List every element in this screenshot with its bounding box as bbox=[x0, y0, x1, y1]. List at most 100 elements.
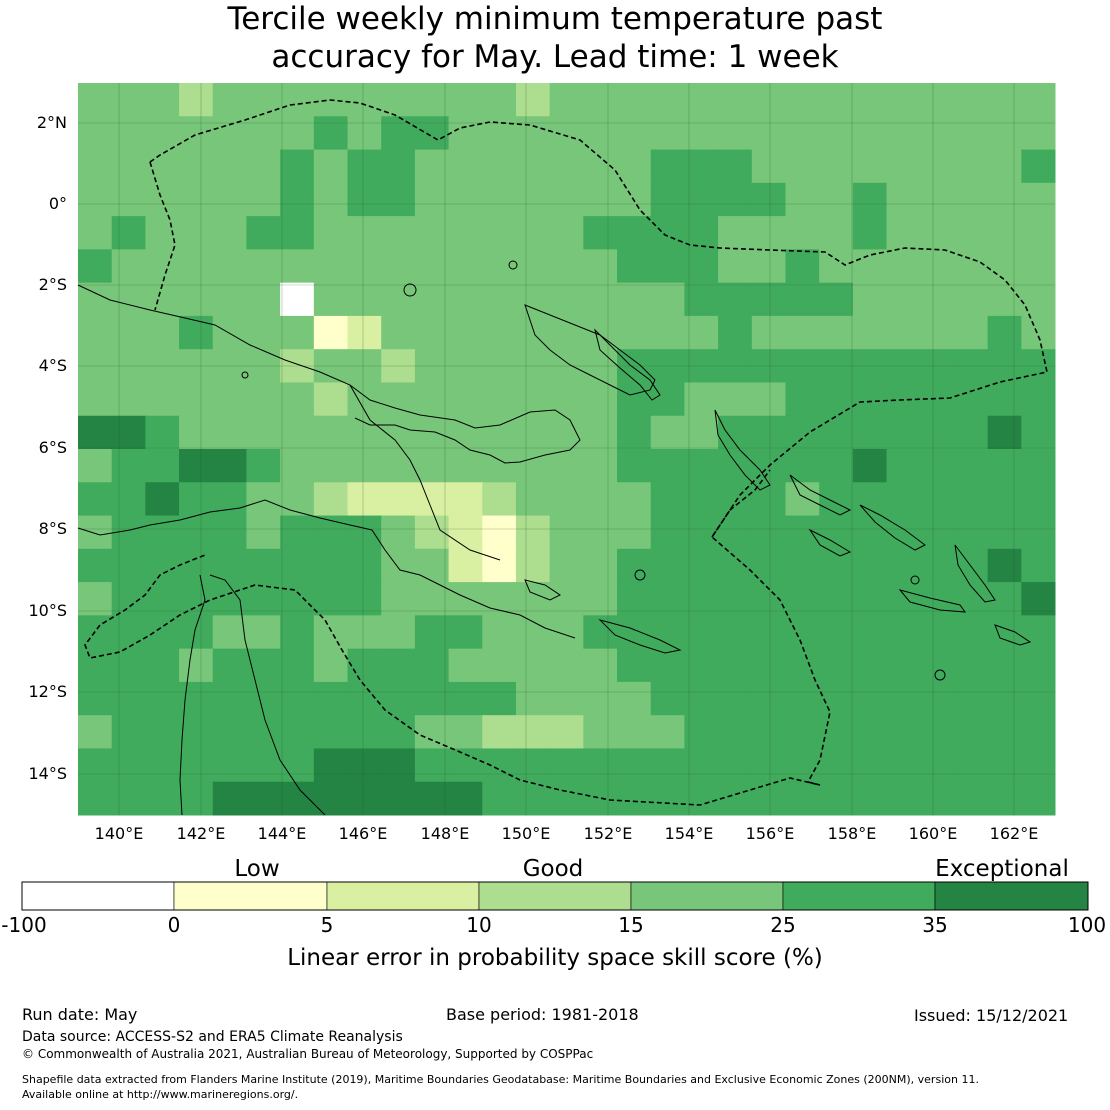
skill-cell bbox=[819, 349, 854, 383]
skill-cell bbox=[650, 449, 685, 483]
skill-cell bbox=[1021, 415, 1056, 450]
skill-cell bbox=[212, 715, 247, 749]
skill-cell bbox=[549, 83, 584, 117]
skill-cell bbox=[111, 681, 146, 716]
skill-cell bbox=[179, 149, 214, 184]
new-georgia-coast bbox=[808, 528, 852, 557]
skill-cell bbox=[650, 249, 685, 284]
skill-cell bbox=[111, 249, 146, 284]
skill-cell bbox=[684, 149, 719, 184]
skill-cell bbox=[515, 482, 551, 517]
skill-cell bbox=[280, 515, 315, 550]
skill-cell bbox=[179, 83, 214, 117]
skill-cell bbox=[280, 681, 315, 716]
skill-cell bbox=[78, 482, 113, 517]
colorbar-label: Linear error in probability space skill … bbox=[287, 945, 823, 971]
skill-cell bbox=[313, 515, 349, 550]
skill-cell bbox=[280, 182, 315, 217]
skill-cell bbox=[1021, 548, 1056, 583]
skill-cell bbox=[953, 415, 989, 450]
skill-cell bbox=[920, 116, 955, 151]
skill-cell bbox=[212, 415, 247, 450]
skill-cell bbox=[953, 116, 989, 151]
skill-cell bbox=[313, 116, 349, 151]
skill-cell bbox=[684, 515, 719, 550]
skill-cell bbox=[78, 582, 113, 616]
skill-cell bbox=[448, 83, 483, 117]
skill-cell bbox=[145, 83, 180, 117]
colorbar-tick: 10 bbox=[466, 913, 492, 937]
skill-cell bbox=[684, 748, 719, 783]
skill-cell bbox=[886, 648, 921, 683]
cape-york-east-coast bbox=[209, 574, 326, 816]
skill-cell bbox=[414, 249, 450, 284]
skill-cell bbox=[718, 315, 753, 350]
skill-cell bbox=[886, 715, 921, 749]
skill-cell bbox=[718, 715, 753, 749]
skill-cell bbox=[414, 781, 450, 816]
skill-cell bbox=[953, 748, 989, 783]
colorbar-swatch bbox=[326, 881, 480, 911]
skill-cell bbox=[852, 282, 888, 317]
skill-cell bbox=[111, 415, 146, 450]
skill-cell bbox=[583, 216, 618, 250]
skill-cell bbox=[179, 415, 214, 450]
skill-cell bbox=[549, 282, 584, 317]
colorbar-swatches bbox=[21, 881, 1089, 911]
solomon-guadalcanal-coast bbox=[898, 589, 967, 613]
skill-cell bbox=[718, 582, 753, 616]
skill-cell bbox=[751, 315, 786, 350]
skill-cell bbox=[482, 315, 517, 350]
colorbar-category-low: Low bbox=[234, 856, 280, 882]
skill-cell bbox=[280, 315, 315, 350]
colorbar-tick: 5 bbox=[320, 913, 334, 937]
skill-cell bbox=[246, 216, 281, 250]
skill-cell bbox=[145, 249, 180, 284]
skill-cell bbox=[313, 482, 349, 517]
skill-cell bbox=[145, 382, 180, 417]
skill-cell bbox=[313, 182, 349, 217]
skill-cell bbox=[78, 548, 113, 583]
skill-cell bbox=[78, 249, 113, 284]
skill-cell bbox=[212, 681, 247, 716]
skill-cell bbox=[448, 748, 483, 783]
skill-cell bbox=[515, 216, 551, 250]
skill-cell bbox=[852, 415, 888, 450]
skill-cell bbox=[953, 715, 989, 749]
skill-cell bbox=[617, 748, 652, 783]
skill-cell bbox=[549, 548, 584, 583]
eez-boundaries bbox=[84, 99, 1048, 806]
skill-cell bbox=[785, 349, 820, 383]
skill-cell bbox=[280, 282, 315, 317]
skill-cell bbox=[617, 482, 652, 517]
skill-cell bbox=[1021, 282, 1056, 317]
skill-cell bbox=[482, 249, 517, 284]
colorbar-frame bbox=[21, 881, 1089, 911]
skill-cell bbox=[78, 315, 113, 350]
skill-cell bbox=[852, 615, 888, 650]
skill-cell bbox=[448, 715, 483, 749]
skill-cell bbox=[111, 83, 146, 117]
skill-cell bbox=[1021, 116, 1056, 151]
skill-cell bbox=[212, 249, 247, 284]
skill-cell bbox=[684, 715, 719, 749]
skill-cell bbox=[819, 648, 854, 683]
skill-cell bbox=[886, 748, 921, 783]
skill-cell bbox=[650, 482, 685, 517]
solomon-makira-coast bbox=[994, 624, 1032, 646]
skill-cell bbox=[886, 282, 921, 317]
skill-cell bbox=[583, 449, 618, 483]
skill-cell bbox=[718, 382, 753, 417]
skill-cell bbox=[785, 482, 820, 517]
skill-cell bbox=[751, 382, 786, 417]
skill-cell bbox=[987, 282, 1022, 317]
skill-cell bbox=[515, 83, 551, 117]
skill-cell bbox=[1021, 681, 1056, 716]
skill-cell bbox=[617, 116, 652, 151]
louisiade-coast bbox=[598, 619, 682, 654]
skill-cell bbox=[313, 615, 349, 650]
skill-cell bbox=[920, 648, 955, 683]
skill-cell bbox=[583, 116, 618, 151]
skill-cell bbox=[414, 182, 450, 217]
